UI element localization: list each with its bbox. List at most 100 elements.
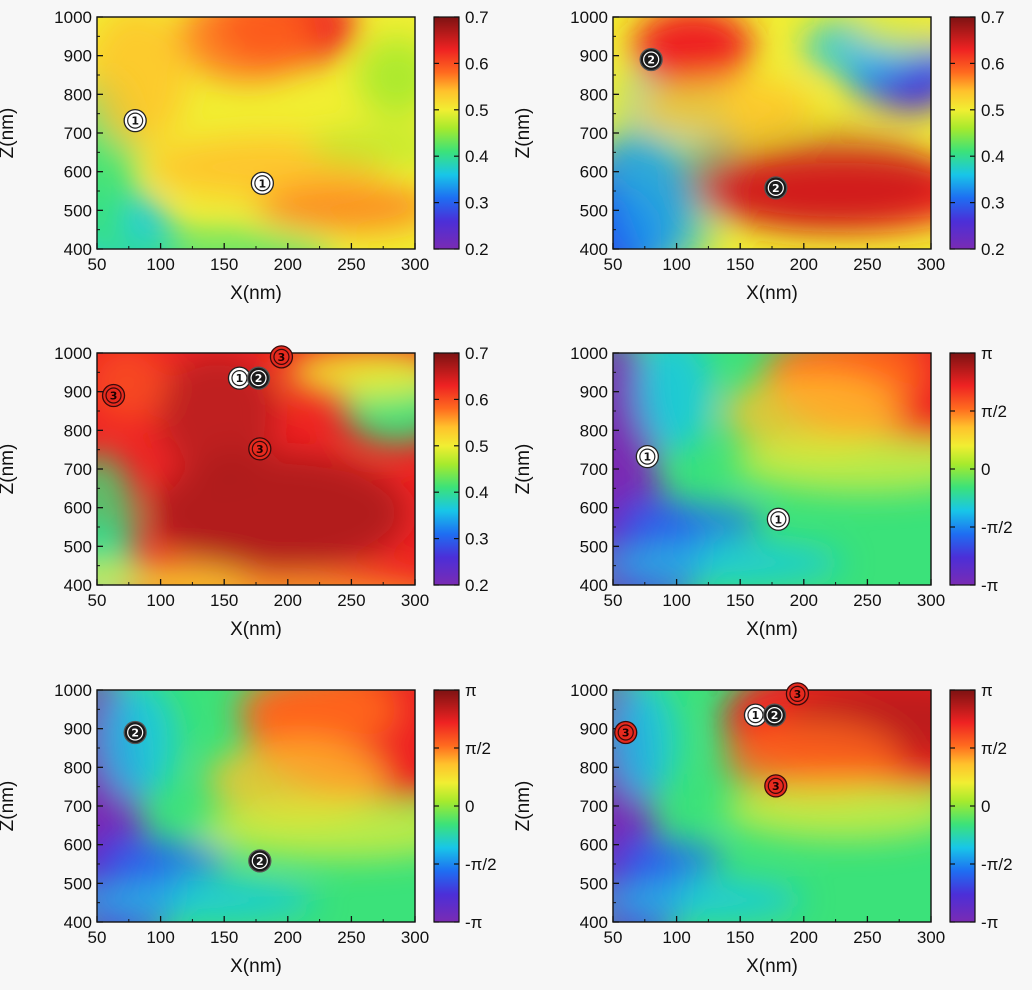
colorbar-tick-label: π xyxy=(465,681,477,700)
x-tick-label: 300 xyxy=(917,591,945,610)
x-tick-label: 150 xyxy=(210,255,238,274)
y-tick-label: 600 xyxy=(580,163,608,182)
y-tick-label: 1000 xyxy=(570,8,608,27)
colorbar-tick-label: π/2 xyxy=(981,739,1007,758)
y-tick-label: 800 xyxy=(580,421,608,440)
marker-label: 3 xyxy=(772,780,780,793)
marker-red-3: 3 xyxy=(614,720,638,745)
colorbar-tick-label: 0.2 xyxy=(981,240,1005,259)
colorbar-tick-label: 0.3 xyxy=(465,530,489,549)
y-axis-label: Z(nm) xyxy=(513,108,534,159)
colorbar-tick-label: -π xyxy=(465,913,482,932)
colorbar-tick-label: 0.7 xyxy=(465,344,489,363)
colorbar-tick-label: 0 xyxy=(981,797,990,816)
marker-black-2: 2 xyxy=(762,703,787,727)
x-axis-label: X(nm) xyxy=(230,619,282,640)
y-tick-label: 400 xyxy=(64,576,92,595)
marker-label: 2 xyxy=(772,182,780,195)
y-tick-label: 400 xyxy=(580,913,608,932)
y-tick-label: 1000 xyxy=(54,8,92,27)
y-axis-label: Z(nm) xyxy=(513,781,534,832)
colorbar-tick-label: 0.3 xyxy=(981,194,1005,213)
x-tick-label: 50 xyxy=(88,255,107,274)
marker-label: 1 xyxy=(644,451,652,464)
x-tick-label: 300 xyxy=(917,928,945,947)
y-tick-label: 1000 xyxy=(54,681,92,700)
y-tick-label: 800 xyxy=(64,85,92,104)
x-tick-label: 250 xyxy=(853,928,881,947)
y-tick-label: 400 xyxy=(580,576,608,595)
marker-red-3: 3 xyxy=(101,383,126,408)
x-tick-label: 200 xyxy=(274,591,302,610)
y-tick-label: 800 xyxy=(64,758,92,777)
marker-red-3: 3 xyxy=(269,345,294,369)
marker-label: 3 xyxy=(278,351,286,364)
colorbar: 0.2 0.3 0.4 0.5 0.6 0.7 xyxy=(433,344,489,595)
marker-black-2: 2 xyxy=(123,720,147,745)
colorbar: -π -π/2 0 π/2 π xyxy=(949,681,1013,932)
y-tick-label: 600 xyxy=(64,499,92,518)
y-tick-label: 700 xyxy=(580,460,608,479)
x-tick-label: 250 xyxy=(337,928,365,947)
y-tick-label: 600 xyxy=(64,836,92,855)
x-axis-label: X(nm) xyxy=(230,283,282,304)
chart-panel-1: 50 100 150 200 250 300 400 500 600 700 800 900 1000 X… xyxy=(0,8,489,304)
y-tick-label: 700 xyxy=(580,124,608,143)
colorbar-tick-label: 0.2 xyxy=(465,576,489,595)
y-tick-label: 900 xyxy=(64,383,92,402)
y-tick-label: 500 xyxy=(64,537,92,556)
y-tick-label: 500 xyxy=(580,201,608,220)
marker-label: 2 xyxy=(131,727,139,740)
chart-panel-4: 50 100 150 200 250 300 400 500 600 700 800 900 1000 X… xyxy=(513,344,1013,640)
colorbar: 0.2 0.3 0.4 0.5 0.6 0.7 xyxy=(949,8,1005,259)
x-axis-label: X(nm) xyxy=(746,283,798,304)
chart-panel-5: 50 100 150 200 250 300 400 500 600 700 800 900 1000 X… xyxy=(0,681,497,977)
x-tick-label: 50 xyxy=(604,255,623,274)
x-tick-label: 50 xyxy=(604,928,623,947)
y-tick-label: 700 xyxy=(580,797,608,816)
x-tick-label: 100 xyxy=(146,928,174,947)
marker-label: 3 xyxy=(256,443,264,456)
heatmap-field xyxy=(97,690,415,922)
x-tick-label: 100 xyxy=(662,255,690,274)
x-tick-label: 200 xyxy=(790,255,818,274)
y-tick-label: 800 xyxy=(64,421,92,440)
y-tick-label: 400 xyxy=(64,913,92,932)
x-tick-label: 250 xyxy=(853,255,881,274)
y-tick-label: 900 xyxy=(64,47,92,66)
heatmap-field xyxy=(613,17,931,249)
colorbar-tick-label: π/2 xyxy=(981,402,1007,421)
y-tick-label: 600 xyxy=(64,163,92,182)
y-tick-label: 1000 xyxy=(570,681,608,700)
x-axis-label: X(nm) xyxy=(746,956,798,977)
marker-label: 2 xyxy=(647,54,655,67)
marker-red-3: 3 xyxy=(785,682,810,706)
x-axis-label: X(nm) xyxy=(746,619,798,640)
y-tick-label: 1000 xyxy=(570,344,608,363)
x-tick-label: 100 xyxy=(146,255,174,274)
marker-label: 1 xyxy=(131,115,139,128)
x-tick-label: 100 xyxy=(662,928,690,947)
x-tick-label: 50 xyxy=(88,591,107,610)
y-tick-label: 800 xyxy=(580,85,608,104)
chart-panel-3: 50 100 150 200 250 300 400 500 600 700 800 900 1000 X… xyxy=(0,344,489,640)
marker-red-3: 3 xyxy=(764,774,788,798)
colorbar-tick-label: -π xyxy=(981,576,998,595)
x-tick-label: 250 xyxy=(337,591,365,610)
y-axis-label: Z(nm) xyxy=(0,781,18,832)
x-tick-label: 200 xyxy=(790,591,818,610)
colorbar: -π -π/2 0 π/2 π xyxy=(433,681,497,932)
x-tick-label: 250 xyxy=(337,255,365,274)
marker-black-2: 2 xyxy=(764,176,788,200)
colorbar-tick-label: -π/2 xyxy=(465,855,497,874)
chart-panel-2: 50 100 150 200 250 300 400 500 600 700 800 900 1000 X… xyxy=(513,8,1005,304)
y-tick-label: 900 xyxy=(64,720,92,739)
colorbar-tick-label: π/2 xyxy=(465,739,491,758)
y-tick-label: 500 xyxy=(64,874,92,893)
marker-label: 3 xyxy=(794,688,802,701)
colorbar: 0.2 0.3 0.4 0.5 0.6 0.7 xyxy=(433,8,489,259)
x-tick-label: 50 xyxy=(604,591,623,610)
x-tick-label: 150 xyxy=(726,928,754,947)
chart-panel-6: 50 100 150 200 250 300 400 500 600 700 800 900 1000 X… xyxy=(513,681,1013,977)
